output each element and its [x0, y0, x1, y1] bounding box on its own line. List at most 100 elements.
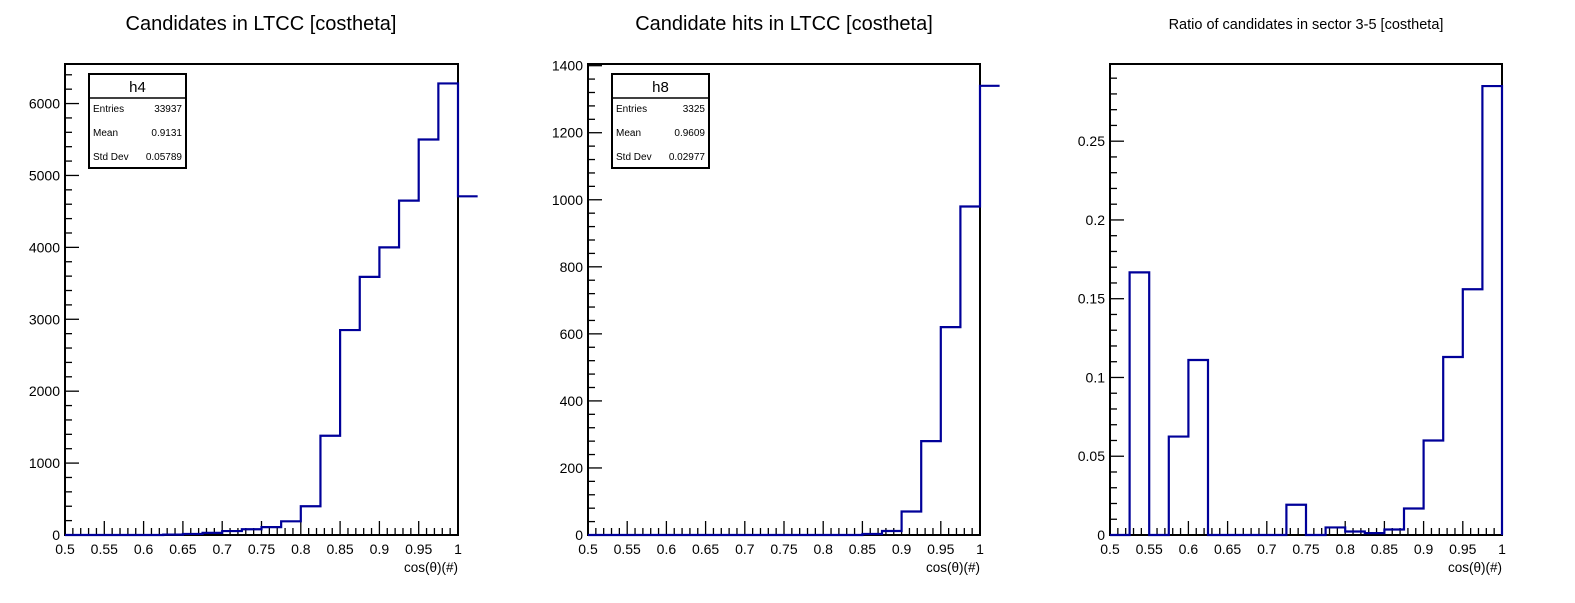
- x-axis-label: cos(θ)(#): [1448, 560, 1502, 575]
- x-tick-label: 0.75: [248, 541, 275, 557]
- stats-box: [611, 73, 710, 169]
- histogram-bin: [399, 201, 419, 535]
- x-tick-label: 0.55: [1136, 541, 1163, 557]
- histogram-bin: [183, 534, 203, 535]
- histogram-bin: [1384, 529, 1404, 535]
- panel-candidate-hits: Candidate hits in LTCC [costheta] 0.5 0.55…: [552, 13, 1000, 575]
- stats-label: Std Dev: [93, 152, 129, 163]
- x-tick-label: 0.6: [1179, 541, 1199, 557]
- y-tick-label: 0.1: [1086, 369, 1106, 385]
- y-tick-label: 1200: [552, 125, 583, 141]
- panel-ratio: Ratio of candidates in sector 3-5 [costh…: [1078, 17, 1506, 575]
- x-tick-label: 0.65: [169, 541, 196, 557]
- y-tick-label: 4000: [29, 239, 60, 255]
- y-tick-label: 3000: [29, 311, 60, 327]
- histogram-bin: [980, 86, 1000, 535]
- stats-label: Std Dev: [616, 152, 652, 163]
- x-tick-label: 0.95: [1449, 541, 1476, 557]
- x-tick-label: 0.85: [849, 541, 876, 557]
- x-tick-label: 0.9: [1414, 541, 1434, 557]
- x-tick-label: 0.65: [692, 541, 719, 557]
- histogram-bin: [941, 327, 961, 535]
- chart-title: Candidates in LTCC [costheta]: [126, 13, 397, 35]
- histogram-line: [65, 82, 478, 537]
- x-tick-label: 0.7: [212, 541, 232, 557]
- x-tick-label: 0.95: [927, 541, 954, 557]
- y-tick-label: 0.2: [1086, 212, 1106, 228]
- histogram-bin: [1326, 527, 1346, 535]
- x-tick-label: 0.8: [1335, 541, 1355, 557]
- histogram-bin: [262, 527, 282, 535]
- y-tick-label: 0.25: [1078, 133, 1105, 149]
- x-tick-label: 0.85: [326, 541, 353, 557]
- histogram-bin: [340, 330, 360, 535]
- histogram-bin: [921, 441, 941, 535]
- histogram-bin: [458, 196, 478, 535]
- x-tick-label: 0.9: [370, 541, 390, 557]
- x-tick-label: 0.95: [405, 541, 432, 557]
- stats-value: 0.02977: [669, 152, 706, 163]
- panel-candidates: Candidates in LTCC [costheta] 0.5 0.55 0.6 0…: [29, 13, 478, 575]
- x-tick-label: 0.7: [735, 541, 755, 557]
- y-tick-label: 6000: [29, 96, 60, 112]
- stats-label: Mean: [93, 128, 118, 139]
- x-tick-label: 0.6: [134, 541, 154, 557]
- x-axis-label: cos(θ)(#): [926, 560, 980, 575]
- histogram-bin: [1286, 505, 1306, 535]
- x-tick-label: 0.85: [1371, 541, 1398, 557]
- stats-name: h8: [652, 79, 669, 96]
- stats-label: Entries: [616, 104, 647, 115]
- stats-value: 0.05789: [146, 152, 183, 163]
- x-axis-label: cos(θ)(#): [404, 560, 458, 575]
- histogram-bin: [862, 534, 882, 535]
- x-tick-label: 1: [1498, 541, 1506, 557]
- stats-label: Entries: [93, 104, 124, 115]
- histogram-bin: [1443, 357, 1463, 535]
- y-tick-label: 200: [560, 460, 584, 476]
- histogram-bin: [1424, 440, 1444, 535]
- y-tick-label: 1400: [552, 58, 583, 74]
- y-tick-label: 0: [1097, 527, 1105, 543]
- y-tick-label: 600: [560, 326, 584, 342]
- y-tick-label: 0.05: [1078, 448, 1105, 464]
- histogram-bin: [242, 529, 262, 535]
- histogram-bin: [1404, 509, 1424, 535]
- histogram-bin: [902, 512, 922, 535]
- x-tick-label: 0.9: [892, 541, 912, 557]
- histogram-bin: [379, 247, 399, 535]
- x-tick-label: 0.65: [1214, 541, 1241, 557]
- x-tick-label: 0.5: [578, 541, 598, 557]
- histogram-bin: [1365, 533, 1385, 535]
- x-tick-label: 0.8: [291, 541, 311, 557]
- x-tick-label: 1: [976, 541, 984, 557]
- chart-title: Ratio of candidates in sector 3-5 [costh…: [1169, 17, 1444, 33]
- stats-box: [88, 73, 187, 169]
- y-tick-label: 1000: [552, 192, 583, 208]
- histogram-bin: [1345, 532, 1365, 535]
- y-tick-label: 2000: [29, 383, 60, 399]
- stats-label: Mean: [616, 128, 641, 139]
- x-tick-label: 0.6: [657, 541, 677, 557]
- x-tick-label: 0.5: [1100, 541, 1120, 557]
- histogram-bin: [419, 140, 439, 535]
- y-tick-label: 1000: [29, 455, 60, 471]
- histogram-bin: [1463, 289, 1483, 535]
- stats-value: 33937: [154, 104, 182, 115]
- histogram-bin: [222, 531, 242, 535]
- histogram-bin: [301, 506, 321, 535]
- histogram-bin: [360, 277, 380, 535]
- histogram-bin: [1188, 360, 1208, 535]
- y-tick-label: 0: [575, 527, 583, 543]
- histogram-line: [588, 84, 1000, 537]
- y-tick-label: 0.15: [1078, 291, 1105, 307]
- stats-value: 0.9609: [674, 128, 705, 139]
- histogram-bin: [1130, 272, 1150, 535]
- x-tick-label: 0.75: [770, 541, 797, 557]
- x-tick-label: 0.7: [1257, 541, 1277, 557]
- histogram-bin: [438, 83, 458, 535]
- chart-title: Candidate hits in LTCC [costheta]: [635, 13, 933, 35]
- histogram-bin: [1482, 86, 1502, 535]
- histogram-line: [1110, 84, 1504, 537]
- x-tick-label: 0.75: [1292, 541, 1319, 557]
